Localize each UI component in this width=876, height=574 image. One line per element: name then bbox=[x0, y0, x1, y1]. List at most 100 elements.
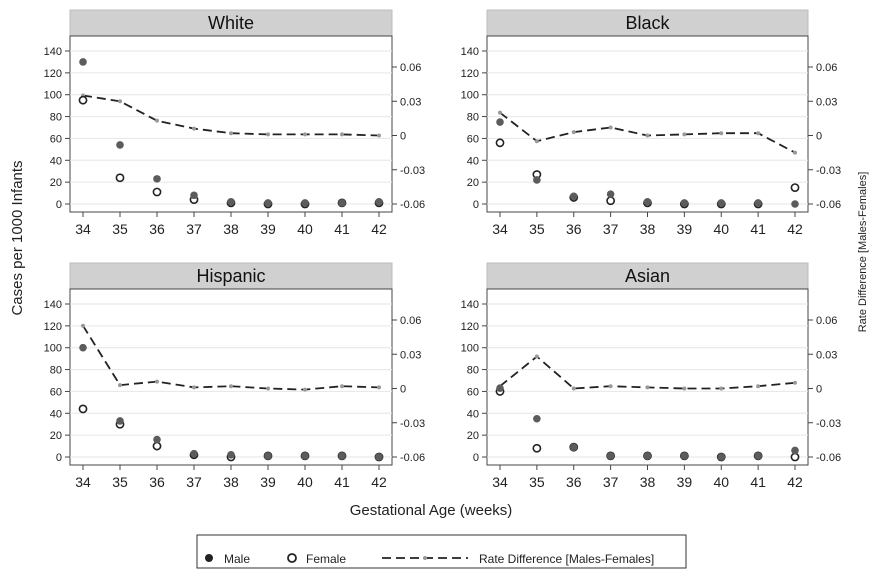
legend-female-label: Female bbox=[306, 552, 346, 566]
y2-tick-label: -0.03 bbox=[816, 418, 841, 430]
legend-female-marker bbox=[287, 553, 297, 563]
male-point bbox=[496, 118, 504, 126]
x-tick-label: 34 bbox=[75, 474, 91, 490]
y2-tick-label: -0.06 bbox=[400, 199, 425, 211]
x-tick-label: 36 bbox=[566, 221, 582, 237]
rate-difference-point bbox=[682, 386, 687, 391]
x-tick-label: 42 bbox=[371, 221, 387, 237]
male-point bbox=[264, 199, 272, 207]
x-tick-label: 35 bbox=[112, 474, 128, 490]
male-point bbox=[153, 175, 161, 183]
x-tick-label: 41 bbox=[334, 474, 350, 490]
x-tick-label: 35 bbox=[529, 474, 545, 490]
y2-tick-label: 0 bbox=[816, 384, 822, 396]
y-tick-label: 40 bbox=[50, 155, 62, 167]
panel-asian: Asian 0 20 40 60 80 100 120 140 -0.06 -0.03 0 0.03 0.… bbox=[461, 262, 841, 490]
y-tick-label: 120 bbox=[461, 68, 479, 80]
legend-male-marker bbox=[205, 554, 213, 562]
legend-male-label: Male bbox=[224, 552, 250, 566]
y2-tick-label: 0 bbox=[816, 131, 822, 143]
rate-difference-point bbox=[229, 384, 233, 389]
rate-difference-point bbox=[608, 125, 613, 130]
legend-rate-label: Rate Difference [Males-Females] bbox=[479, 552, 654, 566]
legend-box bbox=[196, 534, 687, 569]
y-tick-label: 0 bbox=[473, 452, 479, 464]
rate-difference-point bbox=[118, 99, 122, 104]
y-tick-label: 60 bbox=[50, 386, 62, 398]
y-axis-label-right: Rate Difference [Males-Females] bbox=[857, 172, 869, 333]
x-tick-label: 42 bbox=[787, 221, 803, 237]
female-point bbox=[532, 443, 542, 453]
y-tick-label: 100 bbox=[44, 90, 62, 102]
x-tick-label: 38 bbox=[640, 221, 656, 237]
x-tick-label: 37 bbox=[603, 474, 619, 490]
rate-difference-point bbox=[534, 354, 539, 359]
x-tick-label: 35 bbox=[529, 221, 545, 237]
female-point bbox=[115, 173, 125, 183]
male-point bbox=[717, 453, 726, 461]
x-tick-label: 40 bbox=[297, 474, 313, 490]
male-point bbox=[680, 452, 689, 460]
panel-white: White 0 20 40 60 80 100 120 140 -0.06 -0.03 0 0.03 0.… bbox=[44, 9, 425, 237]
x-tick-label: 39 bbox=[677, 474, 693, 490]
y-tick-label: 80 bbox=[50, 112, 62, 124]
male-point bbox=[301, 452, 309, 460]
y-tick-label: 100 bbox=[44, 343, 62, 355]
male-point bbox=[643, 452, 652, 460]
rate-difference-point bbox=[793, 380, 797, 385]
y-tick-label: 0 bbox=[56, 199, 62, 211]
rate-difference-point bbox=[266, 132, 270, 137]
y2-tick-label: -0.06 bbox=[816, 452, 841, 464]
male-point bbox=[791, 200, 799, 208]
y2-tick-label: 0.06 bbox=[816, 62, 837, 74]
rate-difference-point bbox=[377, 133, 381, 138]
panel-black: Black 0 20 40 60 80 100 120 140 -0.06 -0.03 0 0.03 0.… bbox=[461, 9, 841, 237]
plot-area bbox=[486, 288, 809, 466]
y-tick-label: 60 bbox=[50, 133, 62, 145]
x-tick-label: 40 bbox=[713, 221, 729, 237]
x-tick-label: 41 bbox=[334, 221, 350, 237]
rate-difference-point bbox=[340, 384, 344, 389]
x-tick-label: 41 bbox=[750, 221, 766, 237]
x-axis-label: Gestational Age (weeks) bbox=[350, 502, 513, 519]
male-point bbox=[754, 452, 762, 460]
y2-tick-label: -0.06 bbox=[816, 199, 841, 211]
rate-difference-point bbox=[192, 126, 196, 131]
panel-title: Hispanic bbox=[196, 266, 265, 286]
x-tick-label: 41 bbox=[750, 474, 766, 490]
male-point bbox=[680, 199, 689, 207]
y2-tick-label: 0 bbox=[400, 131, 406, 143]
rate-difference-point bbox=[155, 379, 159, 384]
x-tick-label: 36 bbox=[566, 474, 582, 490]
rate-difference-point bbox=[571, 386, 576, 391]
male-point bbox=[569, 443, 578, 451]
rate-difference-point bbox=[682, 132, 687, 137]
y-tick-label: 120 bbox=[44, 68, 62, 80]
y2-tick-label: -0.03 bbox=[816, 165, 841, 177]
y-tick-label: 60 bbox=[467, 133, 479, 145]
male-point bbox=[79, 58, 87, 66]
rate-difference-point bbox=[155, 118, 159, 123]
y2-tick-label: 0.06 bbox=[400, 62, 421, 74]
female-point bbox=[790, 183, 800, 193]
female-point bbox=[495, 138, 505, 148]
rate-difference-point bbox=[266, 386, 270, 391]
male-point bbox=[227, 451, 235, 459]
y-tick-label: 120 bbox=[461, 321, 479, 333]
panel-hispanic: Hispanic 0 20 40 60 80 100 120 140 -0.06 -0.03 0 0.0… bbox=[44, 262, 425, 490]
rate-difference-point bbox=[645, 133, 650, 138]
x-tick-label: 37 bbox=[186, 221, 202, 237]
plot-area bbox=[486, 35, 809, 213]
y-tick-label: 140 bbox=[44, 46, 62, 58]
x-tick-label: 34 bbox=[492, 221, 508, 237]
y-tick-label: 20 bbox=[467, 430, 479, 442]
y2-tick-label: 0.03 bbox=[400, 349, 421, 361]
rate-difference-point bbox=[756, 131, 761, 136]
x-tick-label: 37 bbox=[603, 221, 619, 237]
plot-area bbox=[69, 288, 393, 466]
y2-tick-label: 0.03 bbox=[816, 96, 837, 108]
y-tick-label: 120 bbox=[44, 321, 62, 333]
y2-tick-label: 0 bbox=[400, 384, 406, 396]
y-tick-label: 80 bbox=[467, 365, 479, 377]
